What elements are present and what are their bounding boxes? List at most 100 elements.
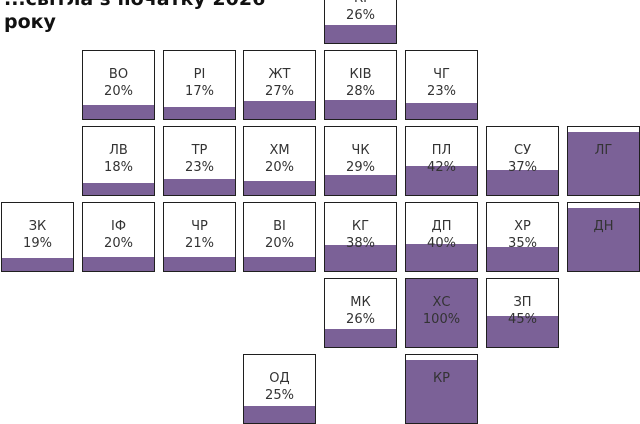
region-tile-1: ВО 20% bbox=[82, 50, 155, 120]
region-value-label: 23% bbox=[427, 84, 456, 99]
region-value-bar bbox=[325, 25, 396, 43]
region-value-label: 20% bbox=[265, 160, 294, 175]
region-tile-7: ТР 23% bbox=[163, 126, 236, 196]
region-tile-0: КІ 26% bbox=[324, 0, 397, 44]
region-code: ДН bbox=[593, 219, 614, 234]
region-code: МК bbox=[350, 295, 371, 310]
region-tile-5: ЧГ 23% bbox=[405, 50, 478, 120]
region-code: ЧК bbox=[351, 143, 370, 158]
region-tile-9: ЧК 29% bbox=[324, 126, 397, 196]
region-code: КІВ bbox=[349, 67, 372, 82]
region-value-label: 26% bbox=[346, 312, 375, 327]
region-value-bar bbox=[164, 107, 235, 119]
region-value-label: 20% bbox=[104, 84, 133, 99]
region-value-label: 17% bbox=[185, 84, 214, 99]
region-value-label: 25% bbox=[265, 388, 294, 403]
region-value-bar bbox=[244, 257, 315, 271]
region-value-bar bbox=[406, 166, 477, 195]
region-value-label: 19% bbox=[23, 236, 52, 251]
region-value-bar bbox=[487, 316, 558, 347]
region-code: ВО bbox=[108, 67, 129, 82]
region-value-label: 26% bbox=[346, 8, 375, 23]
region-code: КГ bbox=[351, 219, 370, 234]
region-value-label: 20% bbox=[265, 236, 294, 251]
region-code: ІФ bbox=[110, 219, 127, 234]
region-value-bar bbox=[406, 360, 477, 423]
region-code: ЛВ bbox=[109, 143, 128, 158]
region-value-label: 29% bbox=[346, 160, 375, 175]
region-value-bar bbox=[244, 100, 315, 119]
region-value-bar bbox=[325, 175, 396, 195]
region-code: СУ bbox=[514, 143, 531, 158]
region-tile-20: ДН bbox=[567, 202, 640, 272]
region-value-bar bbox=[2, 258, 73, 271]
region-code: ЛГ bbox=[594, 143, 613, 158]
region-tile-17: КГ 38% bbox=[324, 202, 397, 272]
region-code: ЖТ bbox=[268, 67, 291, 82]
region-code: ТР bbox=[191, 143, 208, 158]
region-value-bar bbox=[325, 329, 396, 347]
region-code: ЧР bbox=[191, 219, 208, 234]
region-value-label: 45% bbox=[508, 312, 537, 327]
region-code: ПЛ bbox=[431, 143, 452, 158]
region-value-label: 18% bbox=[104, 160, 133, 175]
region-value-label: 27% bbox=[265, 84, 294, 99]
region-tile-15: ЧР 21% bbox=[163, 202, 236, 272]
region-tile-16: ВІ 20% bbox=[243, 202, 316, 272]
region-tile-19: ХР 35% bbox=[486, 202, 559, 272]
region-tile-6: ЛВ 18% bbox=[82, 126, 155, 196]
region-tile-21: МК 26% bbox=[324, 278, 397, 348]
region-tile-11: СУ 37% bbox=[486, 126, 559, 196]
region-tile-24: ОД 25% bbox=[243, 354, 316, 424]
region-value-bar bbox=[83, 182, 154, 195]
region-value-bar bbox=[164, 179, 235, 195]
region-value-label: 42% bbox=[427, 160, 456, 175]
region-value-bar bbox=[244, 406, 315, 423]
region-tile-25: КР bbox=[405, 354, 478, 424]
region-value-bar bbox=[83, 105, 154, 119]
region-code: ОД bbox=[269, 371, 290, 386]
region-tile-22: ХС 100% bbox=[405, 278, 478, 348]
region-value-label: 23% bbox=[185, 160, 214, 175]
region-value-label: 38% bbox=[346, 236, 375, 251]
region-value-label: 35% bbox=[508, 236, 537, 251]
region-code: КІ bbox=[325, 0, 396, 6]
region-code: ХМ bbox=[269, 143, 290, 158]
region-value-bar bbox=[568, 132, 639, 195]
chart-title: ...світла з початку 2026 року bbox=[4, 0, 265, 33]
region-code: РІ bbox=[193, 67, 206, 82]
region-value-bar bbox=[568, 208, 639, 271]
region-code: ЗП bbox=[513, 295, 532, 310]
region-code: ДП bbox=[431, 219, 452, 234]
region-value-label: 28% bbox=[346, 84, 375, 99]
region-value-label: 21% bbox=[185, 236, 214, 251]
region-tile-18: ДП 40% bbox=[405, 202, 478, 272]
region-tile-14: ІФ 20% bbox=[82, 202, 155, 272]
region-tile-8: ХМ 20% bbox=[243, 126, 316, 196]
region-tile-23: ЗП 45% bbox=[486, 278, 559, 348]
region-tile-13: ЗК 19% bbox=[1, 202, 74, 272]
region-tile-12: ЛГ bbox=[567, 126, 640, 196]
region-value-label: 100% bbox=[422, 312, 461, 327]
region-tile-10: ПЛ 42% bbox=[405, 126, 478, 196]
region-tile-2: РІ 17% bbox=[163, 50, 236, 120]
region-value-bar bbox=[406, 279, 477, 347]
region-value-bar bbox=[83, 257, 154, 271]
region-value-bar bbox=[406, 243, 477, 271]
region-value-bar bbox=[406, 103, 477, 119]
region-code: ВІ bbox=[273, 219, 286, 234]
region-tile-3: ЖТ 27% bbox=[243, 50, 316, 120]
region-value-bar bbox=[487, 247, 558, 271]
region-value-bar bbox=[487, 169, 558, 195]
region-value-label: 20% bbox=[104, 236, 133, 251]
region-value-bar bbox=[325, 99, 396, 119]
region-code: ЗК bbox=[28, 219, 47, 234]
region-value-label: 40% bbox=[427, 236, 456, 251]
region-code: ЧГ bbox=[433, 67, 450, 82]
region-value-bar bbox=[164, 256, 235, 271]
region-code: ХС bbox=[432, 295, 451, 310]
region-value-bar bbox=[244, 181, 315, 195]
region-tile-4: КІВ 28% bbox=[324, 50, 397, 120]
region-code: КР bbox=[432, 371, 451, 386]
region-value-label: 37% bbox=[508, 160, 537, 175]
